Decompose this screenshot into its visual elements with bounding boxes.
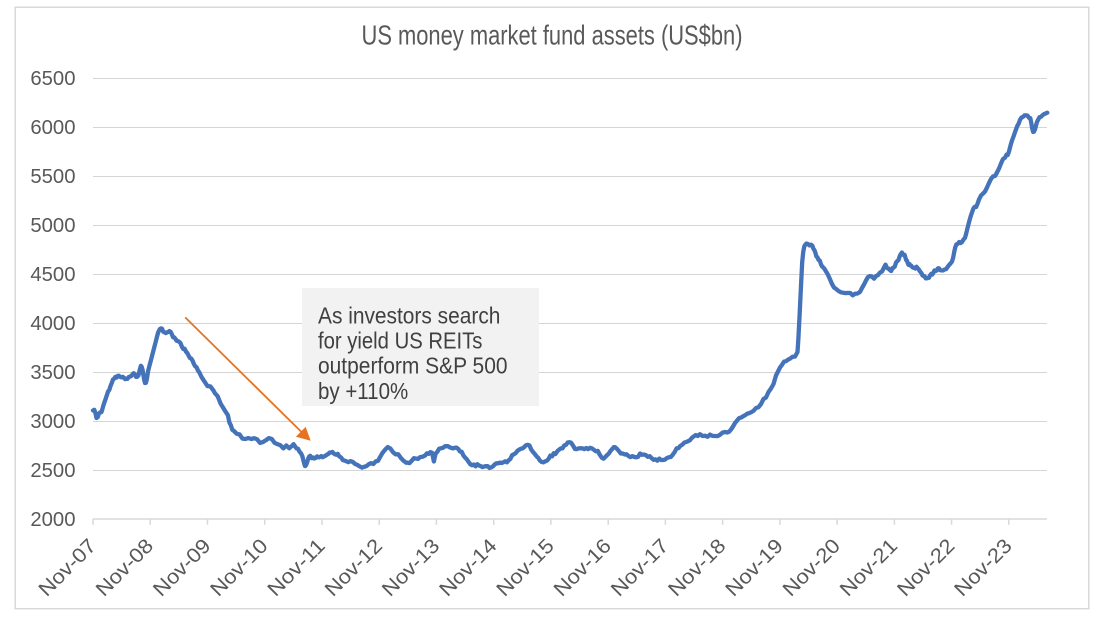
svg-text:by +110%: by +110% — [318, 378, 408, 404]
svg-text:6500: 6500 — [30, 68, 75, 90]
svg-text:As investors search: As investors search — [318, 303, 500, 329]
svg-text:3500: 3500 — [30, 362, 75, 384]
svg-text:outperform S&P 500: outperform S&P 500 — [318, 353, 508, 379]
svg-text:US money market fund assets (U: US money market fund assets (US$bn) — [362, 19, 743, 50]
svg-text:6000: 6000 — [30, 117, 75, 139]
svg-text:5000: 5000 — [30, 215, 75, 237]
svg-text:3000: 3000 — [30, 411, 75, 433]
svg-text:2500: 2500 — [30, 460, 75, 482]
svg-text:4000: 4000 — [30, 313, 75, 335]
svg-text:for yield US REITs: for yield US REITs — [318, 328, 482, 354]
svg-text:4500: 4500 — [30, 264, 75, 286]
svg-text:5500: 5500 — [30, 166, 75, 188]
svg-text:2000: 2000 — [30, 509, 75, 531]
